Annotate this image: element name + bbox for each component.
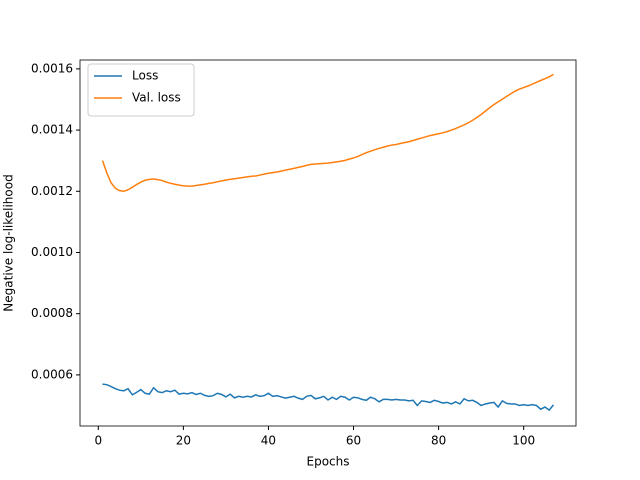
y-tick-label: 0.0012 [31,184,73,198]
x-tick-label: 80 [431,434,446,448]
x-axis-label: Epochs [307,455,350,469]
legend-box [87,63,195,117]
y-tick-label: 0.0014 [31,123,73,137]
series-line [102,383,555,412]
y-tick-label: 0.0008 [31,306,73,320]
y-tick-label: 0.0010 [31,245,73,259]
legend-label: Val. loss [132,91,181,105]
y-tick-label: 0.0006 [31,367,73,381]
x-tick-label: 20 [176,434,191,448]
x-tick-label: 100 [512,434,535,448]
plot-frame [79,59,577,427]
x-tick-label: 60 [346,434,361,448]
x-tick-label: 40 [261,434,276,448]
y-tick-label: 0.0016 [31,61,73,75]
y-axis-label: Negative log-likelihood [2,174,16,311]
series-line [101,73,554,193]
legend-label: Loss [132,69,158,83]
x-tick-label: 0 [94,434,102,448]
